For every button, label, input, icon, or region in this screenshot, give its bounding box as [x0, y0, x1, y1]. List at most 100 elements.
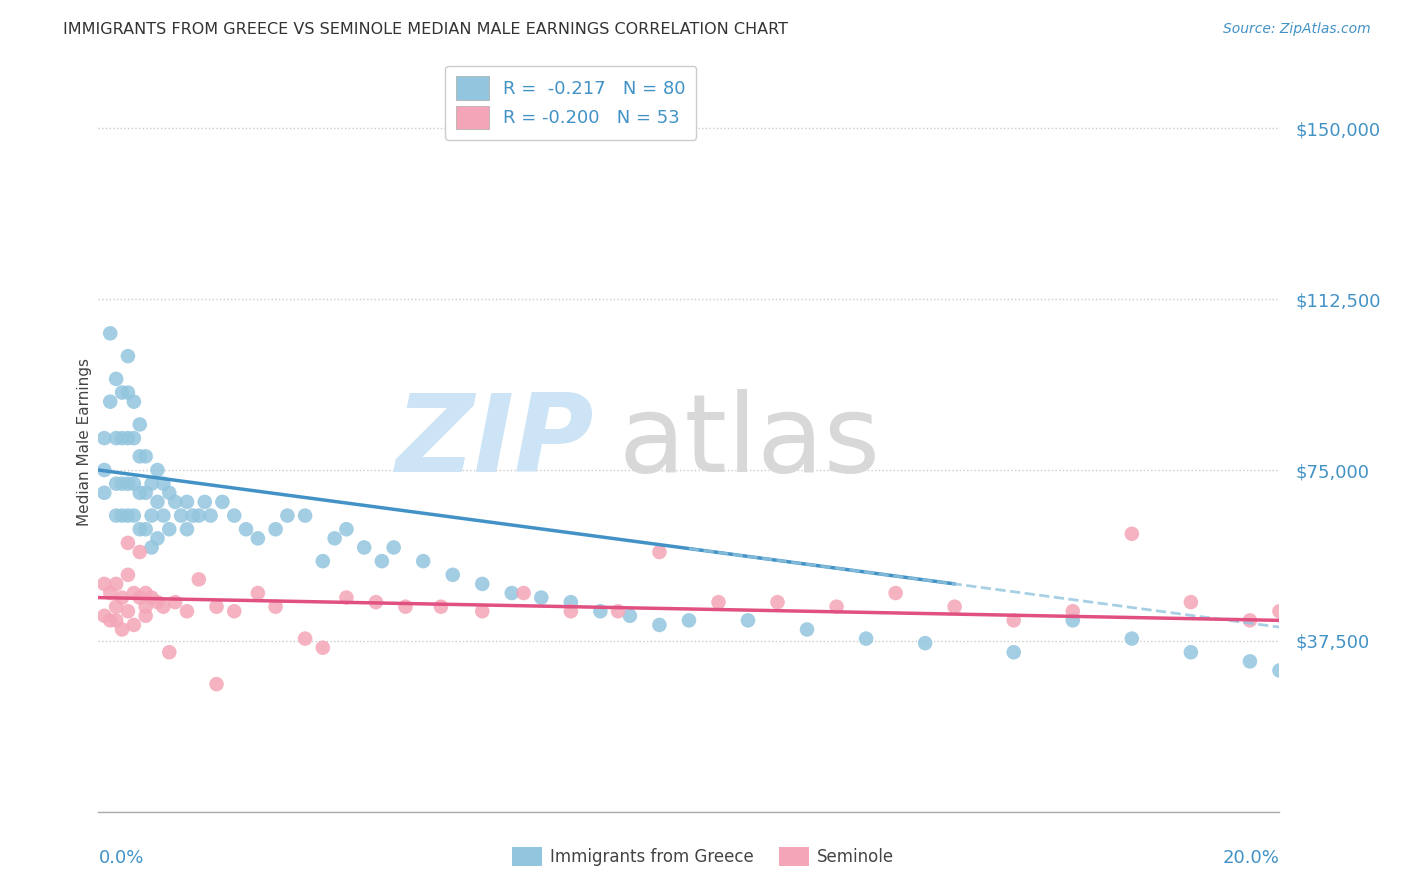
Point: [122, 476, 145, 491]
Point: [394, 599, 416, 614]
Point: [648, 545, 671, 559]
Point: [194, 495, 217, 509]
Point: [471, 604, 494, 618]
Point: [176, 522, 198, 536]
Point: [93, 608, 115, 623]
Point: [141, 541, 163, 555]
Point: [157, 645, 180, 659]
Point: [135, 608, 157, 623]
Point: [135, 485, 157, 500]
Point: [246, 532, 269, 546]
Point: [117, 604, 139, 618]
Point: [111, 623, 134, 637]
Point: [884, 586, 907, 600]
Text: ZIP: ZIP: [396, 389, 595, 494]
Point: [512, 586, 534, 600]
Point: [1239, 613, 1261, 627]
Point: [146, 595, 169, 609]
Point: [224, 508, 246, 523]
Point: [200, 508, 222, 523]
Point: [181, 508, 204, 523]
Point: [117, 349, 139, 363]
Point: [135, 522, 157, 536]
Point: [246, 586, 269, 600]
Point: [135, 586, 157, 600]
Point: [135, 450, 157, 464]
Point: [825, 599, 848, 614]
Point: [619, 608, 641, 623]
Point: [914, 636, 936, 650]
Point: [135, 599, 157, 614]
Point: [276, 508, 298, 523]
Point: [1121, 632, 1143, 646]
Point: [1268, 604, 1291, 618]
Point: [371, 554, 394, 568]
Text: Source: ZipAtlas.com: Source: ZipAtlas.com: [1223, 22, 1371, 37]
Point: [98, 326, 121, 341]
Point: [364, 595, 387, 609]
Point: [111, 385, 134, 400]
Point: [122, 394, 145, 409]
Point: [128, 545, 150, 559]
Point: [678, 613, 700, 627]
Point: [1002, 645, 1025, 659]
Point: [105, 613, 128, 627]
Text: atlas: atlas: [619, 389, 880, 494]
Point: [1180, 595, 1202, 609]
Text: IMMIGRANTS FROM GREECE VS SEMINOLE MEDIAN MALE EARNINGS CORRELATION CHART: IMMIGRANTS FROM GREECE VS SEMINOLE MEDIA…: [63, 22, 789, 37]
Point: [105, 372, 128, 386]
Point: [117, 431, 139, 445]
Point: [766, 595, 789, 609]
Point: [122, 618, 145, 632]
Point: [176, 604, 198, 618]
Point: [530, 591, 553, 605]
Point: [312, 640, 335, 655]
Point: [205, 599, 228, 614]
Point: [105, 508, 128, 523]
Point: [648, 618, 671, 632]
Point: [441, 567, 464, 582]
Point: [105, 476, 128, 491]
Point: [93, 463, 115, 477]
Point: [93, 431, 115, 445]
Point: [98, 394, 121, 409]
Point: [294, 508, 316, 523]
Point: [211, 495, 233, 509]
Point: [335, 522, 357, 536]
Point: [353, 541, 375, 555]
Point: [170, 508, 193, 523]
Point: [1062, 604, 1084, 618]
Point: [146, 532, 169, 546]
Text: 0.0%: 0.0%: [98, 849, 143, 867]
Point: [152, 476, 174, 491]
Point: [187, 508, 209, 523]
Point: [105, 577, 128, 591]
Point: [224, 604, 246, 618]
Point: [152, 599, 174, 614]
Point: [93, 577, 115, 591]
Point: [943, 599, 966, 614]
Point: [235, 522, 257, 536]
Text: 20.0%: 20.0%: [1223, 849, 1279, 867]
Point: [471, 577, 494, 591]
Point: [111, 508, 134, 523]
Point: [128, 591, 150, 605]
Point: [264, 522, 287, 536]
Point: [128, 450, 150, 464]
Point: [128, 485, 150, 500]
Point: [1239, 654, 1261, 668]
Point: [141, 508, 163, 523]
Point: [122, 508, 145, 523]
Point: [111, 476, 134, 491]
Point: [111, 431, 134, 445]
Point: [122, 431, 145, 445]
Point: [93, 485, 115, 500]
Point: [165, 595, 187, 609]
Point: [141, 476, 163, 491]
Point: [98, 586, 121, 600]
Point: [335, 591, 357, 605]
Point: [294, 632, 316, 646]
Point: [157, 485, 180, 500]
Point: [412, 554, 434, 568]
Point: [146, 495, 169, 509]
